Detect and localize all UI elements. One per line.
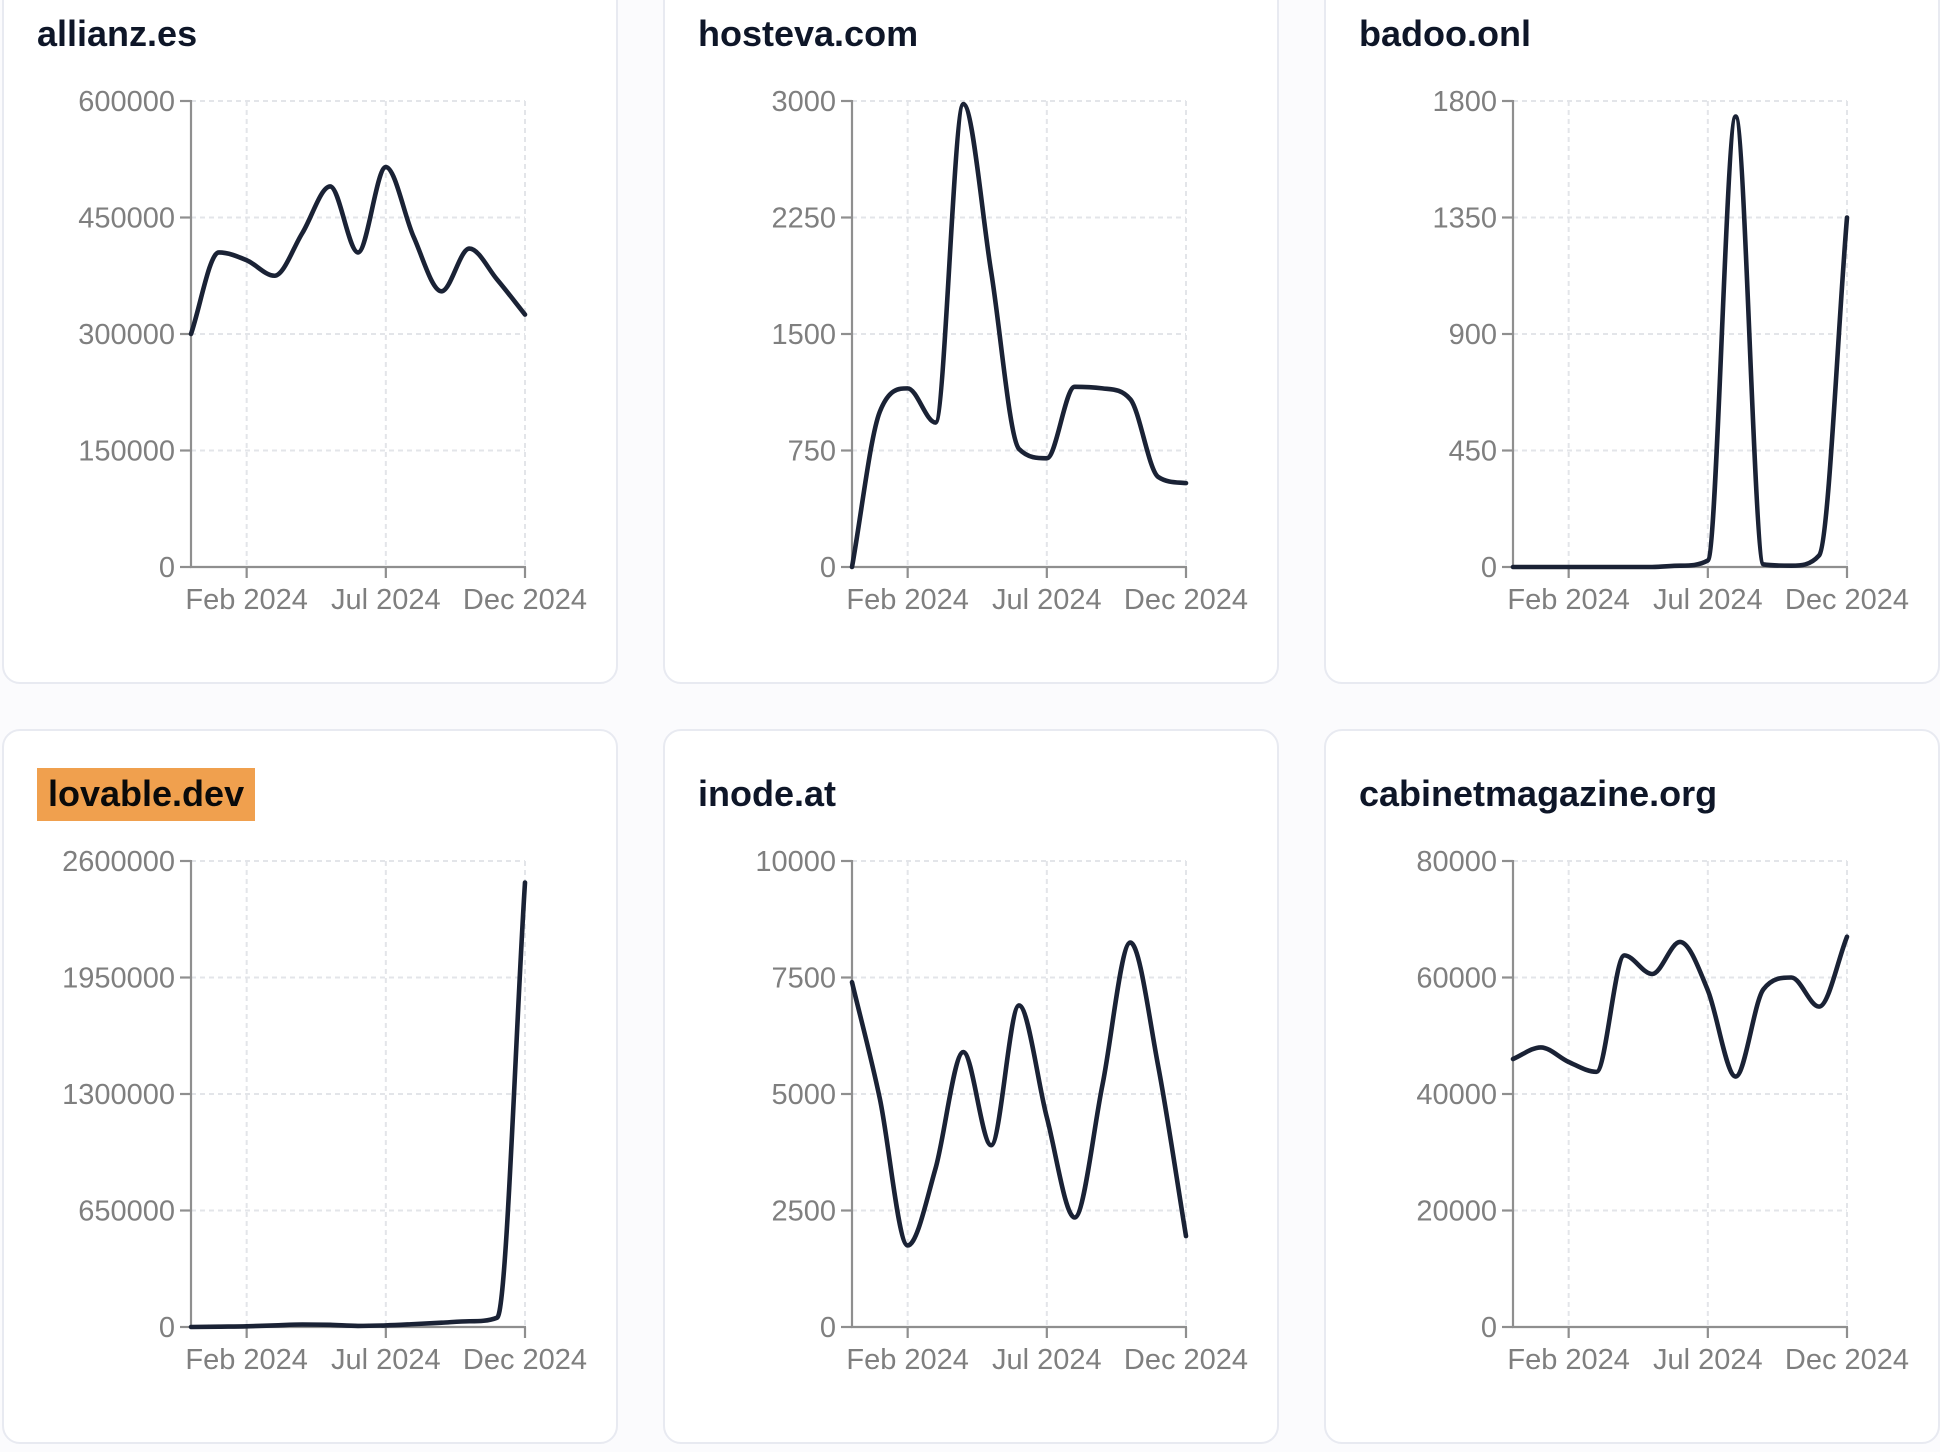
y-tick-label: 750 xyxy=(788,436,836,468)
y-tick-label: 2500 xyxy=(771,1196,836,1228)
series-line xyxy=(188,164,528,337)
chart-card-cabinetmagazine: cabinetmagazine.org 0 20000 40000 60000 8000… xyxy=(1324,729,1940,1444)
series-line xyxy=(1510,934,1850,1079)
y-tick-label: 80000 xyxy=(1416,846,1497,878)
chart-title: inode.at xyxy=(698,771,836,818)
x-tick-label: Dec 2024 xyxy=(1785,1344,1909,1376)
y-tick-label: 0 xyxy=(1481,552,1497,584)
chart-card-hosteva: hosteva.com 0 750 1500 2250 3000 Feb 2024 Jul … xyxy=(663,0,1279,684)
x-tick-label: Jul 2024 xyxy=(331,584,441,616)
y-tick-label: 600000 xyxy=(78,86,175,118)
line-chart-cabinetmagazine: 0 20000 40000 60000 80000 Feb 2024 Jul 2024 Dec… xyxy=(1416,846,1909,1376)
y-tick-label: 0 xyxy=(159,1312,175,1344)
domain-label: inode.at xyxy=(698,773,837,814)
x-tick-label: Jul 2024 xyxy=(1653,1344,1763,1376)
y-tick-label: 0 xyxy=(159,552,175,584)
domain-label: cabinetmagazine.org xyxy=(1359,773,1718,814)
domain-label: badoo.onl xyxy=(1359,13,1531,54)
x-tick-label: Dec 2024 xyxy=(463,1344,587,1376)
y-tick-label: 900 xyxy=(1449,319,1497,351)
x-tick-label: Jul 2024 xyxy=(992,584,1102,616)
y-tick-label: 300000 xyxy=(78,319,175,351)
y-tick-label: 1350 xyxy=(1432,203,1497,235)
y-tick-label: 5000 xyxy=(771,1079,836,1111)
domain-label-highlighted: lovable.dev xyxy=(37,768,256,821)
x-tick-label: Jul 2024 xyxy=(331,1344,441,1376)
y-tick-label: 10000 xyxy=(755,846,836,878)
chart-card-allianz: allianz.es 0 150000 300000 450000 600000 Feb … xyxy=(2,0,618,684)
line-chart-hosteva: 0 750 1500 2250 3000 Feb 2024 Jul 2024 Dec 2024 xyxy=(771,86,1248,616)
chart-card-lovable: lovable.dev 0 650000 1300000 1950000 2600000… xyxy=(2,729,618,1444)
domain-label: allianz.es xyxy=(37,13,198,54)
y-tick-label: 40000 xyxy=(1416,1079,1497,1111)
x-tick-label: Feb 2024 xyxy=(1507,1344,1630,1376)
y-tick-label: 2600000 xyxy=(62,846,175,878)
x-tick-label: Dec 2024 xyxy=(1124,584,1248,616)
x-tick-label: Dec 2024 xyxy=(463,584,587,616)
chart-title: badoo.onl xyxy=(1359,11,1531,58)
line-chart-lovable: 0 650000 1300000 1950000 2600000 Feb 2024 Jul … xyxy=(62,846,587,1376)
series-line xyxy=(849,101,1189,570)
chart-title: allianz.es xyxy=(37,11,197,58)
chart-card-inode: inode.at 0 2500 5000 7500 10000 Feb 2024 Jul 2… xyxy=(663,729,1279,1444)
x-tick-label: Jul 2024 xyxy=(1653,584,1763,616)
y-tick-label: 650000 xyxy=(78,1196,175,1228)
line-chart-allianz: 0 150000 300000 450000 600000 Feb 2024 Jul 202… xyxy=(78,86,587,616)
series-line xyxy=(849,940,1189,1248)
y-tick-label: 3000 xyxy=(771,86,836,118)
y-tick-label: 1800 xyxy=(1432,86,1497,118)
y-tick-label: 150000 xyxy=(78,436,175,468)
x-tick-label: Dec 2024 xyxy=(1124,1344,1248,1376)
chart-title: cabinetmagazine.org xyxy=(1359,771,1717,818)
x-tick-label: Jul 2024 xyxy=(992,1344,1102,1376)
x-tick-label: Feb 2024 xyxy=(846,584,969,616)
y-tick-label: 20000 xyxy=(1416,1196,1497,1228)
y-tick-label: 0 xyxy=(1481,1312,1497,1344)
x-tick-label: Feb 2024 xyxy=(846,1344,969,1376)
y-tick-label: 1300000 xyxy=(62,1079,175,1111)
x-tick-label: Feb 2024 xyxy=(1507,584,1630,616)
y-tick-label: 60000 xyxy=(1416,963,1497,995)
y-tick-label: 7500 xyxy=(771,963,836,995)
y-tick-label: 450000 xyxy=(78,203,175,235)
chart-title: lovable.dev xyxy=(37,768,256,821)
line-chart-badoo: 0 450 900 1350 1800 Feb 2024 Jul 2024 Dec 2024 xyxy=(1432,86,1909,616)
x-tick-label: Feb 2024 xyxy=(185,584,308,616)
line-chart-inode: 0 2500 5000 7500 10000 Feb 2024 Jul 2024 Dec 20… xyxy=(755,846,1248,1376)
chart-card-badoo: badoo.onl 0 450 900 1350 1800 Feb 2024 Jul 202… xyxy=(1324,0,1940,684)
series-line xyxy=(1510,114,1850,570)
y-tick-label: 1500 xyxy=(771,319,836,351)
domain-label: hosteva.com xyxy=(698,13,919,54)
y-tick-label: 0 xyxy=(820,1312,836,1344)
y-tick-label: 450 xyxy=(1449,436,1497,468)
x-tick-label: Feb 2024 xyxy=(185,1344,308,1376)
y-tick-label: 0 xyxy=(820,552,836,584)
x-tick-label: Dec 2024 xyxy=(1785,584,1909,616)
chart-title: hosteva.com xyxy=(698,11,918,58)
series-line xyxy=(188,880,528,1330)
y-tick-label: 2250 xyxy=(771,203,836,235)
y-tick-label: 1950000 xyxy=(62,963,175,995)
